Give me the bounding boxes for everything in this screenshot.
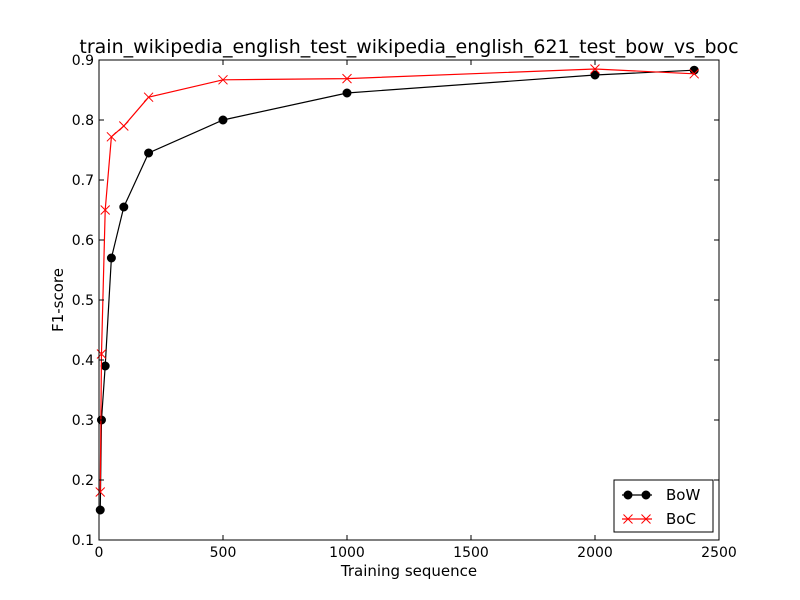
boc-legend-marker: [623, 514, 633, 524]
bow-legend-label: BoW: [666, 486, 700, 504]
y-tick-label: 0.2: [72, 473, 94, 489]
boc-data-point: [95, 487, 106, 497]
boc-data-point: [590, 64, 600, 74]
y-tick-label: 0.7: [72, 173, 94, 189]
boc-legend-label: BoC: [666, 510, 696, 528]
x-tick-label: 1500: [453, 545, 489, 561]
plot-area: [99, 60, 719, 540]
y-tick-label: 0.1: [72, 533, 94, 549]
chart-title: train_wikipedia_english_test_wikipedia_e…: [79, 36, 738, 58]
boc-data-point: [143, 92, 154, 103]
boc-legend-marker: [641, 514, 651, 524]
boc-data-point: [342, 73, 352, 84]
bow-data-point: [95, 505, 105, 515]
bow-data-point: [119, 202, 129, 212]
y-tick-label: 0.8: [72, 113, 94, 129]
bow-data-point: [144, 148, 154, 158]
bow-data-point: [106, 253, 116, 263]
y-tick-label: 0.3: [72, 413, 94, 429]
boc-data-point: [218, 74, 228, 85]
y-tick-label: 0.6: [72, 233, 94, 249]
boc-data-point: [689, 68, 700, 79]
bow-data-point: [218, 115, 228, 125]
boc-series-line: [99, 68, 695, 493]
boc-data-point: [106, 131, 117, 142]
x-axis-label: Training sequence: [340, 562, 477, 580]
bow-data-point: [100, 361, 110, 371]
x-tick-label: 1000: [329, 545, 365, 561]
y-tick-label: 0.4: [72, 353, 94, 369]
legend-box: [613, 479, 714, 533]
bow-series-line: [99, 69, 695, 511]
bow-legend-marker: [623, 490, 633, 500]
bow-data-point: [342, 88, 352, 98]
bow-legend-marker: [641, 490, 651, 500]
x-tick-label: 0: [95, 545, 104, 561]
x-tick-label: 2500: [701, 545, 737, 561]
y-tick-label: 0.9: [72, 53, 94, 69]
boc-data-point: [100, 205, 111, 215]
x-tick-label: 500: [210, 545, 237, 561]
y-axis-label: F1-score: [49, 268, 67, 332]
y-tick-label: 0.5: [72, 293, 94, 309]
legend: BoW BoC: [613, 479, 714, 533]
bow-data-point: [689, 65, 699, 75]
boc-data-point: [96, 349, 107, 359]
x-tick-label: 2000: [577, 545, 613, 561]
boc-data-point: [118, 121, 129, 131]
bow-data-point: [590, 70, 600, 80]
